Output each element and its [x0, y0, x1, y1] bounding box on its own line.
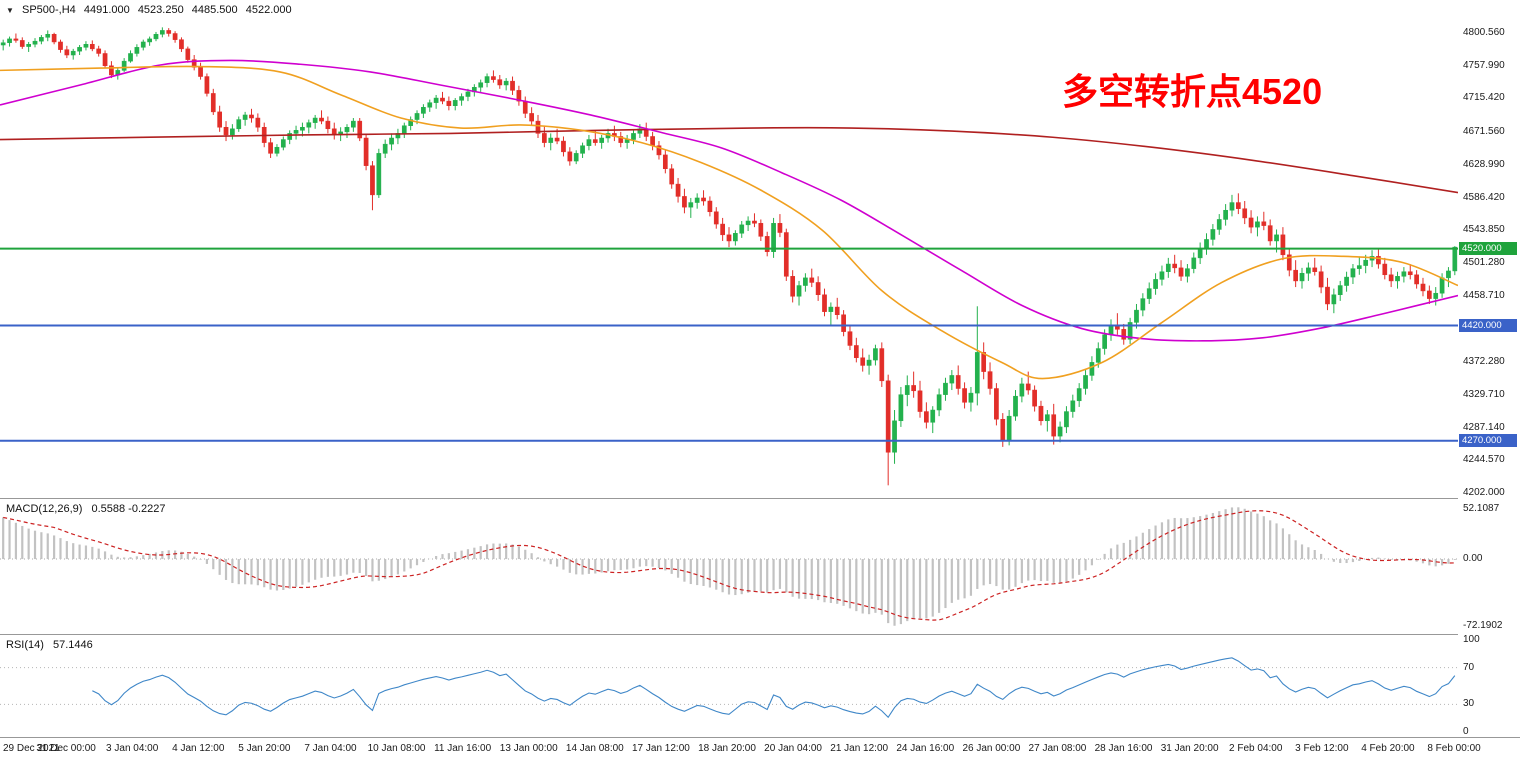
- price-chart[interactable]: [0, 0, 1458, 498]
- time-axis-label: 3 Jan 04:00: [106, 743, 159, 754]
- rsi-line: [92, 657, 1456, 719]
- time-axis-label: 4 Feb 20:00: [1361, 743, 1415, 754]
- macd-axis-label: 52.1087: [1463, 503, 1500, 514]
- price-axis-label: 4202.000: [1463, 487, 1505, 498]
- macd-signal-line: [3, 510, 1455, 621]
- price-axis-label: 4800.560: [1463, 27, 1505, 39]
- time-axis-label: 14 Jan 08:00: [565, 743, 624, 754]
- panel-separator: [0, 634, 1520, 635]
- time-axis-label: 29 Dec 2021: [3, 743, 60, 754]
- slow-ma-line: [0, 126, 1458, 194]
- annotation-text: 多空转折点4520: [1062, 71, 1323, 112]
- time-axis-label: 31 Jan 20:00: [1160, 743, 1219, 754]
- time-axis-label: 28 Jan 16:00: [1094, 743, 1153, 754]
- symbol-info: ▼ SP500-,H4 4491.000 4523.250 4485.500 4…: [6, 4, 297, 16]
- level-price-badge: 4420.000: [1459, 318, 1517, 332]
- rsi-header: RSI(14) 57.1446: [6, 639, 99, 651]
- time-axis-label: 13 Jan 00:00: [499, 743, 558, 754]
- price-axis-label: 4757.990: [1463, 59, 1505, 71]
- macd-label: MACD(12,26,9): [6, 503, 83, 515]
- price-axis-label: 4628.990: [1463, 158, 1505, 170]
- time-axis-label: 18 Jan 20:00: [698, 743, 756, 754]
- time-axis-label: 5 Jan 20:00: [238, 743, 291, 754]
- rsi-axis-label: 0: [1463, 726, 1469, 737]
- macd-axis-label: -72.1902: [1463, 620, 1503, 631]
- bar-high-value: 4523.250: [137, 4, 184, 16]
- macd-values: 0.5588 -0.2227: [91, 503, 166, 515]
- rsi-axis-label: 30: [1463, 698, 1475, 710]
- time-axis: 29 Dec 2021 31 Dec 00:00 3 Jan 04:00 4 Jan …: [0, 737, 1520, 762]
- time-axis-label: 3 Feb 12:00: [1295, 743, 1349, 754]
- price-axis-label: 4586.420: [1463, 191, 1505, 203]
- symbol-dropdown-icon[interactable]: ▼: [6, 6, 14, 15]
- time-axis-label: 10 Jan 08:00: [367, 743, 426, 754]
- medium-ma-line: [0, 59, 1458, 342]
- time-axis-label: 20 Jan 04:00: [764, 743, 822, 754]
- time-axis-label: 4 Jan 12:00: [172, 743, 225, 754]
- level-price-badge: 4520.000: [1459, 242, 1517, 256]
- rsi-axis-label: 70: [1463, 661, 1475, 673]
- macd-axis-label: 0.00: [1463, 553, 1483, 565]
- price-axis-label: 4287.140: [1463, 421, 1505, 433]
- price-axis-label: 4458.710: [1463, 289, 1505, 301]
- bar-open-value: 4491.000: [83, 4, 130, 16]
- price-axis-label: 4501.280: [1463, 257, 1505, 269]
- time-axis-label: 26 Jan 00:00: [962, 743, 1021, 754]
- panel-separator: [0, 498, 1520, 499]
- price-axis-label: 4671.560: [1463, 126, 1505, 138]
- price-axis-label: 4372.280: [1463, 356, 1505, 368]
- time-axis-label: 31 Dec 00:00: [36, 743, 96, 754]
- time-axis-label: 24 Jan 16:00: [896, 743, 955, 754]
- time-axis-label: 11 Jan 16:00: [434, 743, 492, 754]
- price-axis-label: 4543.850: [1463, 224, 1505, 236]
- macd-histogram: [2, 507, 1456, 626]
- level-price-badge: 4270.000: [1459, 434, 1517, 448]
- fast-ma-line: [0, 65, 1458, 380]
- price-axis: 4800.560 4757.990 4715.420 4671.560 4628.990…: [1458, 0, 1520, 737]
- macd-panel-chart[interactable]: [0, 499, 1458, 634]
- symbol-name: SP500-,H4: [21, 4, 76, 16]
- time-axis-label: 17 Jan 12:00: [631, 743, 690, 754]
- macd-header: MACD(12,26,9) 0.5588 -0.2227: [6, 503, 172, 515]
- price-axis-label: 4244.570: [1463, 454, 1505, 466]
- time-axis-label: 2 Feb 04:00: [1229, 743, 1283, 754]
- time-axis-label: 27 Jan 08:00: [1028, 743, 1087, 754]
- time-axis-label: 21 Jan 12:00: [830, 743, 889, 754]
- rsi-panel-chart[interactable]: [0, 635, 1458, 737]
- rsi-label: RSI(14): [6, 639, 44, 651]
- bar-low-value: 4485.500: [191, 4, 238, 16]
- time-axis-label: 8 Feb 00:00: [1427, 743, 1481, 754]
- rsi-axis-label: 100: [1463, 634, 1480, 645]
- time-axis-label: 7 Jan 04:00: [304, 743, 357, 754]
- price-axis-label: 4715.420: [1463, 92, 1505, 104]
- bar-close-value: 4522.000: [245, 4, 292, 16]
- candles-layer: [0, 27, 1458, 486]
- price-axis-label: 4329.710: [1463, 388, 1505, 400]
- rsi-value: 57.1446: [52, 639, 93, 651]
